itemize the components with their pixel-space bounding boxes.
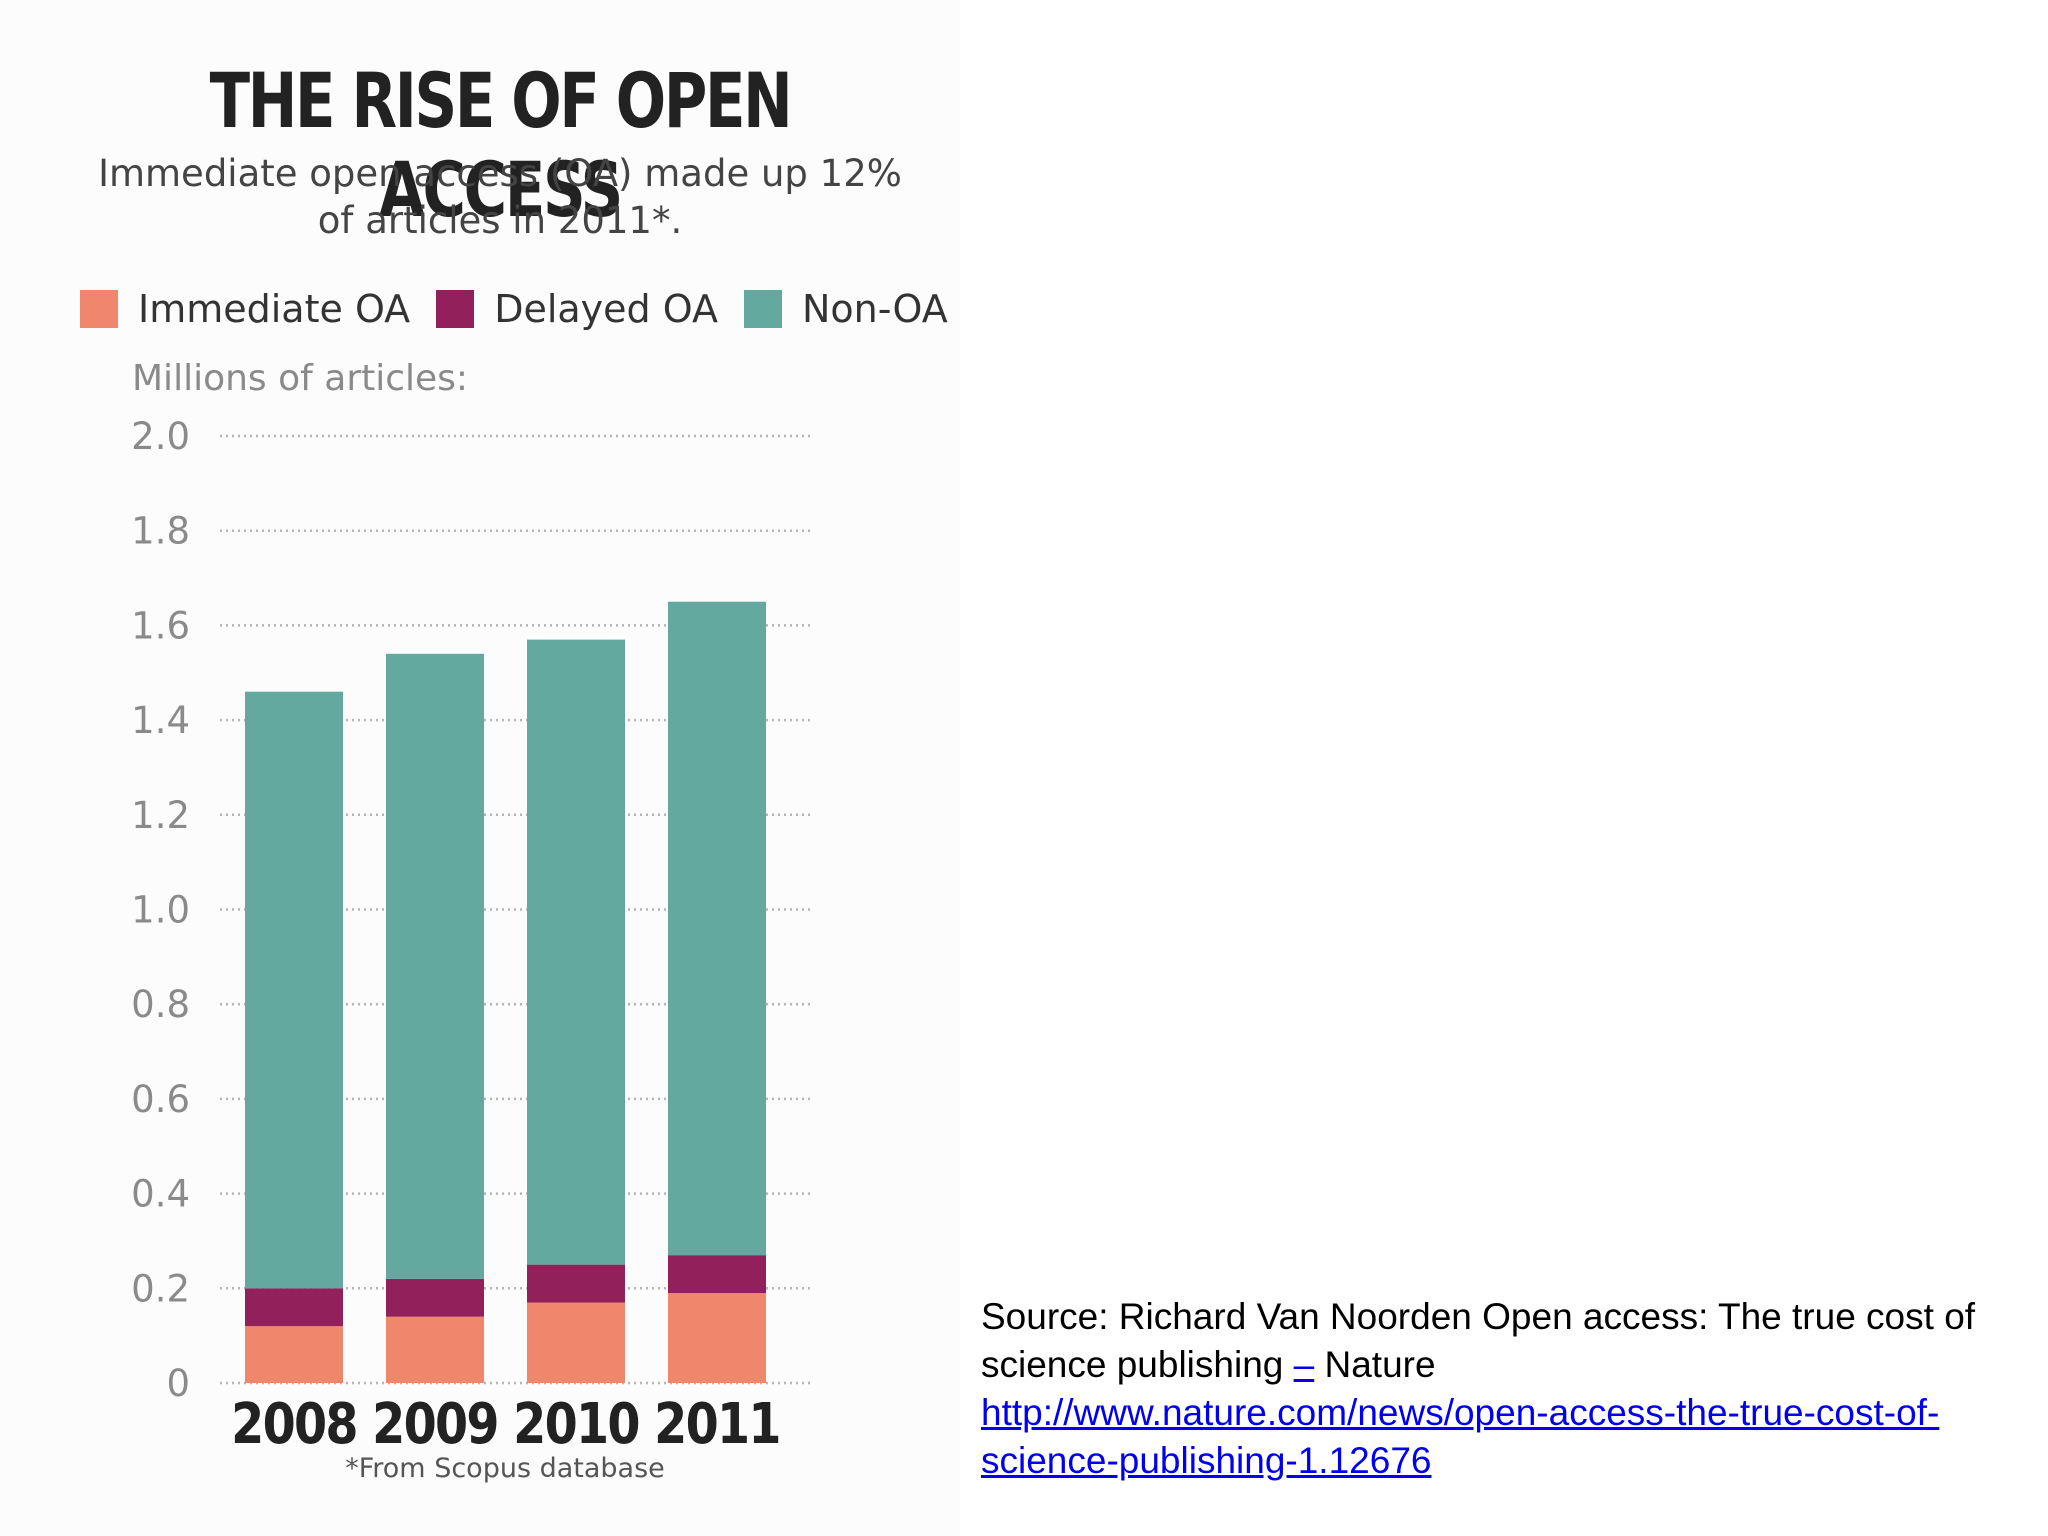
bar-2010-delayed-oa xyxy=(527,1264,625,1303)
bar-2008-non-oa xyxy=(245,691,343,1289)
legend-swatch-delayed-oa xyxy=(436,290,475,328)
legend-label-immediate-oa: Immediate OA xyxy=(138,287,411,331)
bar-2009-non-oa xyxy=(386,653,484,1279)
source-url-link[interactable]: http://www.nature.com/news/open-access-t… xyxy=(981,1392,1940,1481)
legend-label-delayed-oa: Delayed OA xyxy=(494,287,718,331)
x-tick-label: 2009 xyxy=(372,1392,498,1457)
legend-item-non-oa: Non-OA xyxy=(743,287,948,331)
bar-2010-non-oa xyxy=(527,639,625,1265)
legend-item-delayed-oa: Delayed OA xyxy=(436,287,718,331)
x-tick-label: 2010 xyxy=(513,1392,639,1457)
legend-swatch-immediate-oa xyxy=(80,290,118,328)
bar-2011-immediate-oa xyxy=(668,1293,766,1383)
legend-item-immediate-oa: Immediate OA xyxy=(80,287,410,331)
x-tick-label: 2011 xyxy=(654,1392,780,1457)
chart-legend: Immediate OA Delayed OA Non-OA xyxy=(80,284,974,334)
source-dash-link[interactable]: – xyxy=(1293,1344,1315,1385)
source-citation: Source: Richard Van Noorden Open access:… xyxy=(981,1293,2001,1485)
y-tick-label: 0 xyxy=(166,1362,190,1405)
bar-2010-immediate-oa xyxy=(527,1302,625,1383)
y-tick-label: 0.4 xyxy=(131,1173,190,1216)
chart-footnote: *From Scopus database xyxy=(345,1453,665,1484)
chart-title: THE RISE OF OPEN ACCESS xyxy=(209,56,793,234)
y-tick-label: 1.2 xyxy=(131,794,190,837)
legend-label-non-oa: Non-OA xyxy=(801,287,948,331)
x-tick-label: 2008 xyxy=(231,1392,357,1457)
y-tick-label: 1.4 xyxy=(131,699,190,742)
bar-2008-delayed-oa xyxy=(245,1288,343,1327)
y-tick-label: 0.8 xyxy=(131,983,190,1026)
y-axis-caption: Millions of articles: xyxy=(132,358,469,399)
bar-2011-non-oa xyxy=(668,601,766,1256)
y-tick-label: 1.0 xyxy=(131,889,190,932)
chart-subtitle: Immediate open access (OA) made up 12% o… xyxy=(98,152,902,242)
y-tick-label: 0.6 xyxy=(131,1078,190,1121)
source-text: Source: Richard Van Noorden Open access:… xyxy=(981,1296,1976,1385)
y-tick-label: 0.2 xyxy=(131,1267,190,1310)
legend-swatch-non-oa xyxy=(743,290,782,328)
y-tick-label: 1.8 xyxy=(131,510,190,553)
bar-2011-delayed-oa xyxy=(668,1255,766,1294)
y-tick-label: 1.6 xyxy=(131,604,190,647)
source-publisher: Nature xyxy=(1314,1344,1436,1385)
y-tick-label: 2.0 xyxy=(131,415,190,458)
bar-2008-immediate-oa xyxy=(245,1326,343,1383)
bar-2009-immediate-oa xyxy=(386,1316,484,1383)
bar-2009-delayed-oa xyxy=(386,1278,484,1317)
